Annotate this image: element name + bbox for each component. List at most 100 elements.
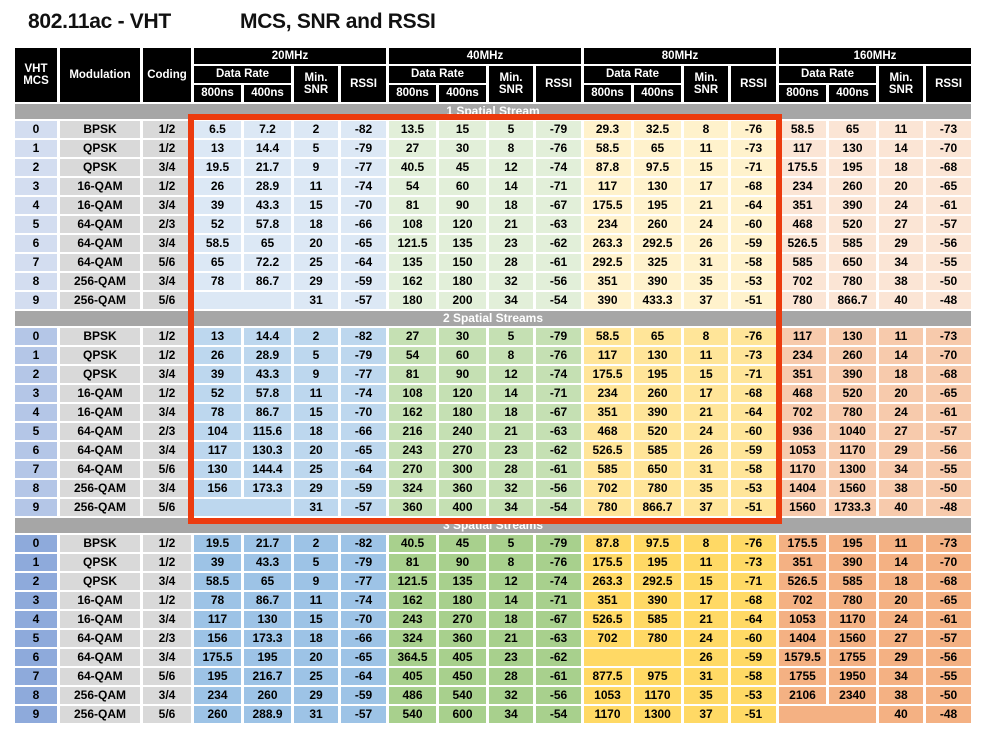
rate-800-cell: 58.5 xyxy=(194,573,241,590)
rssi-cell: -68 xyxy=(926,573,971,590)
rate-400-cell: 120 xyxy=(439,216,486,233)
rate-800-cell: 292.5 xyxy=(584,254,631,271)
rssi-cell: -73 xyxy=(731,347,776,364)
rssi-cell: -59 xyxy=(341,273,386,290)
rate-400-cell: 43.3 xyxy=(244,197,291,214)
min-snr-cell: 14 xyxy=(879,140,923,157)
header-gi-800: 800ns xyxy=(389,85,436,102)
rate-800-cell: 81 xyxy=(389,554,436,571)
rssi-cell: -51 xyxy=(731,499,776,516)
rssi-cell: -54 xyxy=(536,292,581,309)
rate-800-cell: 468 xyxy=(779,216,826,233)
rate-400-cell: 1300 xyxy=(829,461,876,478)
rate-800-cell: 270 xyxy=(389,461,436,478)
min-snr-cell: 29 xyxy=(294,480,338,497)
header-data-rate: Data Rate xyxy=(779,66,876,83)
rate-800-cell: 54 xyxy=(389,347,436,364)
modulation-cell: 64-QAM xyxy=(60,423,140,440)
rate-400-cell: 1560 xyxy=(829,630,876,647)
rssi-cell: -61 xyxy=(926,197,971,214)
min-snr-cell: 31 xyxy=(684,254,728,271)
rate-800-cell: 121.5 xyxy=(389,235,436,252)
rate-400-cell: 86.7 xyxy=(244,273,291,290)
section-bar-row: 1 Spatial Stream xyxy=(15,104,971,119)
rate-400-cell: 65 xyxy=(634,140,681,157)
min-snr-cell: 24 xyxy=(684,216,728,233)
rate-800-cell: 27 xyxy=(389,140,436,157)
rssi-cell: -58 xyxy=(731,668,776,685)
rssi-cell: -54 xyxy=(536,706,581,723)
table-row: 1 QPSK 1/2 26 28.9 5 -79 54 60 8 -76 117 130 11 -73 234… xyxy=(15,347,971,364)
rate-400-cell: 150 xyxy=(439,254,486,271)
rate-800-cell: 40.5 xyxy=(389,159,436,176)
header-min-snr-line: SNR xyxy=(498,84,524,96)
table-row: 5 64-QAM 2/3 104 115.6 18 -66 216 240 21 -63 468 520… xyxy=(15,423,971,440)
modulation-cell: 16-QAM xyxy=(60,197,140,214)
min-snr-cell: 35 xyxy=(684,273,728,290)
modulation-cell: 16-QAM xyxy=(60,385,140,402)
rate-400-cell: 120 xyxy=(439,385,486,402)
modulation-cell: QPSK xyxy=(60,573,140,590)
rate-400-cell: 390 xyxy=(634,404,681,421)
header-data-rate: Data Rate xyxy=(389,66,486,83)
rate-800-cell: 121.5 xyxy=(389,573,436,590)
modulation-cell: 64-QAM xyxy=(60,649,140,666)
table-row: 2 QPSK 3/4 19.5 21.7 9 -77 40.5 45 12 -74 87.8 97.5 1… xyxy=(15,159,971,176)
rate-cells-empty xyxy=(194,292,291,309)
rssi-cell: -76 xyxy=(731,535,776,552)
rate-800-cell: 117 xyxy=(779,328,826,345)
rate-400-cell: 1733.3 xyxy=(829,499,876,516)
rate-800-cell: 243 xyxy=(389,611,436,628)
coding-cell: 3/4 xyxy=(143,366,191,383)
mcs-cell: 5 xyxy=(15,630,57,647)
rssi-cell: -55 xyxy=(926,254,971,271)
coding-cell: 3/4 xyxy=(143,159,191,176)
rate-400-cell: 195 xyxy=(829,159,876,176)
coding-cell: 3/4 xyxy=(143,235,191,252)
min-snr-cell: 9 xyxy=(294,573,338,590)
table-row: 6 64-QAM 3/4 117 130.3 20 -65 243 270 23 -62 526.5 5… xyxy=(15,442,971,459)
modulation-cell: 16-QAM xyxy=(60,592,140,609)
rssi-cell: -79 xyxy=(536,535,581,552)
rate-400-cell: 86.7 xyxy=(244,404,291,421)
rate-800-cell: 585 xyxy=(584,461,631,478)
table-row: 6 64-QAM 3/4 175.5 195 20 -65 364.5 405 23 -62 26 -5… xyxy=(15,649,971,666)
rssi-cell: -65 xyxy=(926,178,971,195)
header-band-20mhz: 20MHz xyxy=(194,48,386,64)
rate-800-cell: 162 xyxy=(389,273,436,290)
min-snr-cell: 25 xyxy=(294,461,338,478)
rssi-cell: -63 xyxy=(536,630,581,647)
rssi-cell: -76 xyxy=(731,328,776,345)
min-snr-cell: 15 xyxy=(684,366,728,383)
rate-800-cell: 180 xyxy=(389,292,436,309)
rssi-cell: -59 xyxy=(341,480,386,497)
rssi-cell: -57 xyxy=(341,499,386,516)
rssi-cell: -59 xyxy=(731,442,776,459)
rate-800-cell: 81 xyxy=(389,197,436,214)
min-snr-cell: 11 xyxy=(879,121,923,138)
min-snr-cell: 27 xyxy=(879,423,923,440)
coding-cell: 5/6 xyxy=(143,461,191,478)
header-rssi: RSSI xyxy=(536,66,581,102)
rssi-cell: -68 xyxy=(731,178,776,195)
rate-800-cell: 351 xyxy=(779,554,826,571)
min-snr-cell: 8 xyxy=(684,121,728,138)
rate-400-cell: 1950 xyxy=(829,668,876,685)
table-row: 8 256-QAM 3/4 78 86.7 29 -59 162 180 32 -56 351 390 3… xyxy=(15,273,971,290)
mcs-cell: 4 xyxy=(15,197,57,214)
rssi-cell: -73 xyxy=(926,121,971,138)
mcs-cell: 2 xyxy=(15,366,57,383)
min-snr-cell: 18 xyxy=(489,197,533,214)
rate-800-cell: 39 xyxy=(194,197,241,214)
rate-800-cell: 58.5 xyxy=(194,235,241,252)
rate-400-cell: 780 xyxy=(634,630,681,647)
min-snr-cell: 31 xyxy=(294,706,338,723)
rssi-cell: -64 xyxy=(341,254,386,271)
rate-800-cell: 117 xyxy=(584,178,631,195)
rate-400-cell: 32.5 xyxy=(634,121,681,138)
rssi-cell: -71 xyxy=(536,385,581,402)
rssi-cell: -68 xyxy=(926,366,971,383)
coding-cell: 2/3 xyxy=(143,423,191,440)
rssi-cell: -77 xyxy=(341,573,386,590)
rssi-cell: -79 xyxy=(341,554,386,571)
